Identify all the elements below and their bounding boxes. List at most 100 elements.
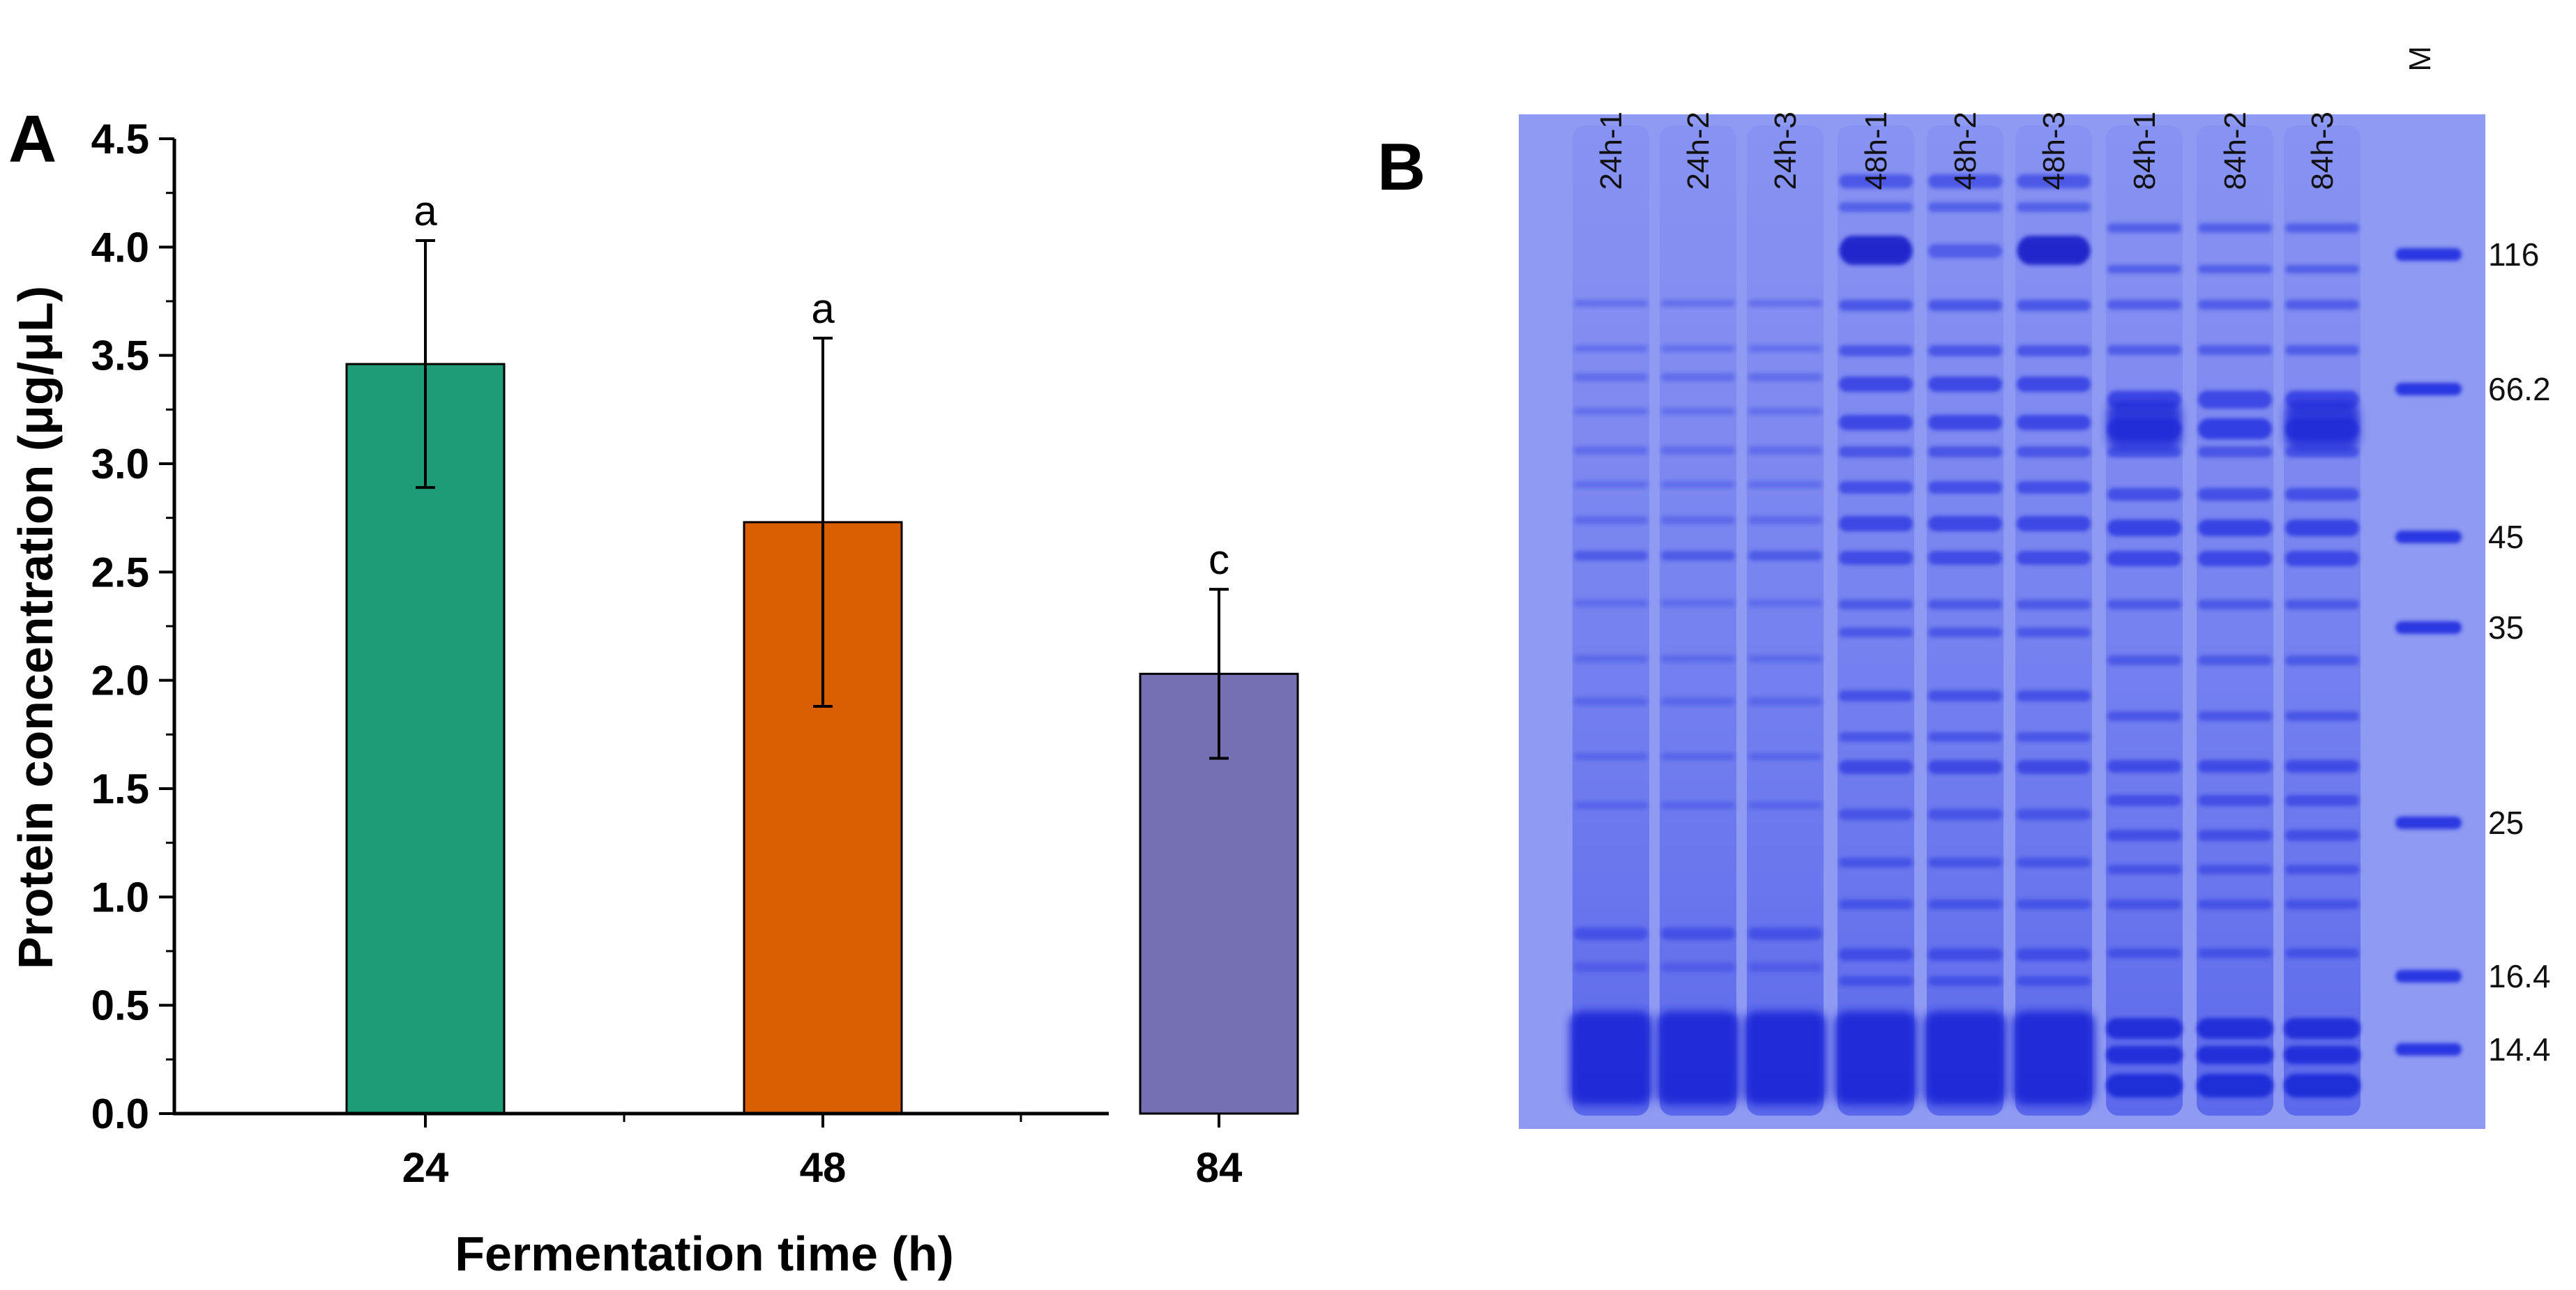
protein-band (1574, 446, 1648, 455)
protein-band (1839, 345, 1913, 356)
protein-band (1748, 551, 1822, 561)
y-tick-label: 1.5 (91, 766, 149, 812)
marker-band (2395, 970, 2462, 982)
protein-band (2198, 795, 2272, 806)
protein-band (2107, 865, 2181, 874)
protein-band (1839, 446, 1913, 457)
protein-band (1928, 415, 2002, 430)
lane-labels: 24h-1 24h-2 24h-3 48h-1 48h-2 48h-3 84h-… (1594, 46, 2437, 190)
protein-band (1748, 802, 1822, 809)
y-tick-label: 4.5 (91, 116, 149, 162)
y-axis-title: Protein concentration (μg/μL) (8, 286, 63, 969)
protein-band (2197, 1018, 2273, 1039)
protein-band (1928, 948, 2002, 961)
protein-band (2017, 174, 2091, 188)
panel-a-label: A (8, 102, 56, 176)
protein-band (1928, 174, 2002, 188)
lane-label-84h-2: 84h-2 (2218, 112, 2252, 190)
protein-band (2017, 551, 2091, 565)
protein-band (2284, 1018, 2361, 1039)
protein-band (1661, 655, 1735, 662)
gel-panel: B 24h-1 24h-2 24h-3 48h-1 48h-2 48h-3 84… (1377, 46, 2551, 1129)
protein-band (2198, 390, 2272, 409)
protein-band (1748, 600, 1822, 607)
protein-band (1748, 655, 1822, 662)
protein-band (2198, 830, 2272, 841)
protein-band (2284, 1074, 2361, 1098)
protein-band (2284, 1046, 2361, 1064)
x-axis-ticks: 24 48 84 (402, 1114, 1243, 1191)
protein-band (1661, 446, 1735, 455)
protein-band (2106, 1046, 2183, 1064)
protein-band (1928, 300, 2002, 311)
protein-band (2017, 415, 2091, 430)
protein-band (1748, 408, 1822, 415)
protein-band (1657, 1011, 1739, 1105)
protein-band (2107, 760, 2181, 773)
protein-band (2017, 600, 2091, 609)
protein-band (2017, 628, 2091, 637)
lane-smear (1838, 126, 1914, 1116)
protein-band (2017, 858, 2091, 867)
protein-band (2198, 865, 2272, 874)
protein-band (2285, 401, 2359, 450)
x-tick-label: 48 (800, 1144, 847, 1191)
y-tick-label: 0.0 (91, 1091, 149, 1137)
protein-band (1928, 345, 2002, 356)
protein-band (1839, 858, 1913, 867)
protein-band (2017, 377, 2091, 392)
protein-band (1744, 1011, 1826, 1105)
protein-band (1748, 300, 1822, 307)
protein-band (1574, 697, 1648, 706)
protein-band (1839, 809, 1913, 820)
protein-band (2198, 300, 2272, 310)
protein-band (1661, 600, 1735, 607)
protein-band (2107, 795, 2181, 806)
protein-band (1574, 345, 1648, 352)
marker-band (2395, 1043, 2462, 1056)
lane-smear (1927, 126, 2003, 1116)
protein-band (1574, 373, 1648, 381)
protein-band (1839, 732, 1913, 742)
protein-band (2285, 345, 2359, 355)
protein-band (1661, 516, 1735, 524)
y-tick-label: 0.5 (91, 982, 149, 1029)
protein-band (1839, 481, 1913, 494)
protein-band (2198, 711, 2272, 721)
gel-bands (1570, 126, 2462, 1116)
protein-band (1928, 377, 2002, 392)
error-bars (416, 239, 1229, 760)
protein-band (1928, 732, 2002, 742)
protein-band (2285, 900, 2359, 909)
protein-band (2107, 401, 2181, 450)
protein-band (1928, 244, 2002, 258)
protein-band (2198, 265, 2272, 273)
protein-band (2017, 481, 2091, 494)
protein-band (1574, 753, 1648, 760)
protein-band (1924, 1011, 2006, 1105)
protein-band (2285, 223, 2359, 233)
protein-band (2013, 1011, 2095, 1105)
protein-band (1928, 628, 2002, 637)
protein-band (1748, 446, 1822, 455)
marker-size-labels: 116 66.2 45 35 25 16.4 14.4 (2488, 236, 2551, 1068)
protein-band (1574, 600, 1648, 607)
protein-band (2285, 300, 2359, 310)
protein-band (2107, 300, 2181, 310)
significance-letter-48h: a (811, 285, 835, 332)
x-axis-title: Fermentation time (h) (455, 1227, 954, 1281)
bar-chart-panel: A 0.00.51.01.52.02.53.03.54.04.5 24 48 84 … (8, 102, 1299, 1281)
protein-band (1574, 551, 1648, 561)
protein-band (1661, 345, 1735, 352)
protein-band (1748, 697, 1822, 706)
protein-band (1661, 481, 1735, 488)
protein-band (1839, 516, 1913, 531)
protein-band (2285, 488, 2359, 501)
protein-band (1840, 236, 1911, 265)
protein-band (2198, 488, 2272, 501)
error-bar-24h (416, 239, 435, 490)
error-bar-48h (813, 336, 833, 708)
protein-band (1928, 809, 2002, 820)
protein-band (2198, 948, 2272, 958)
